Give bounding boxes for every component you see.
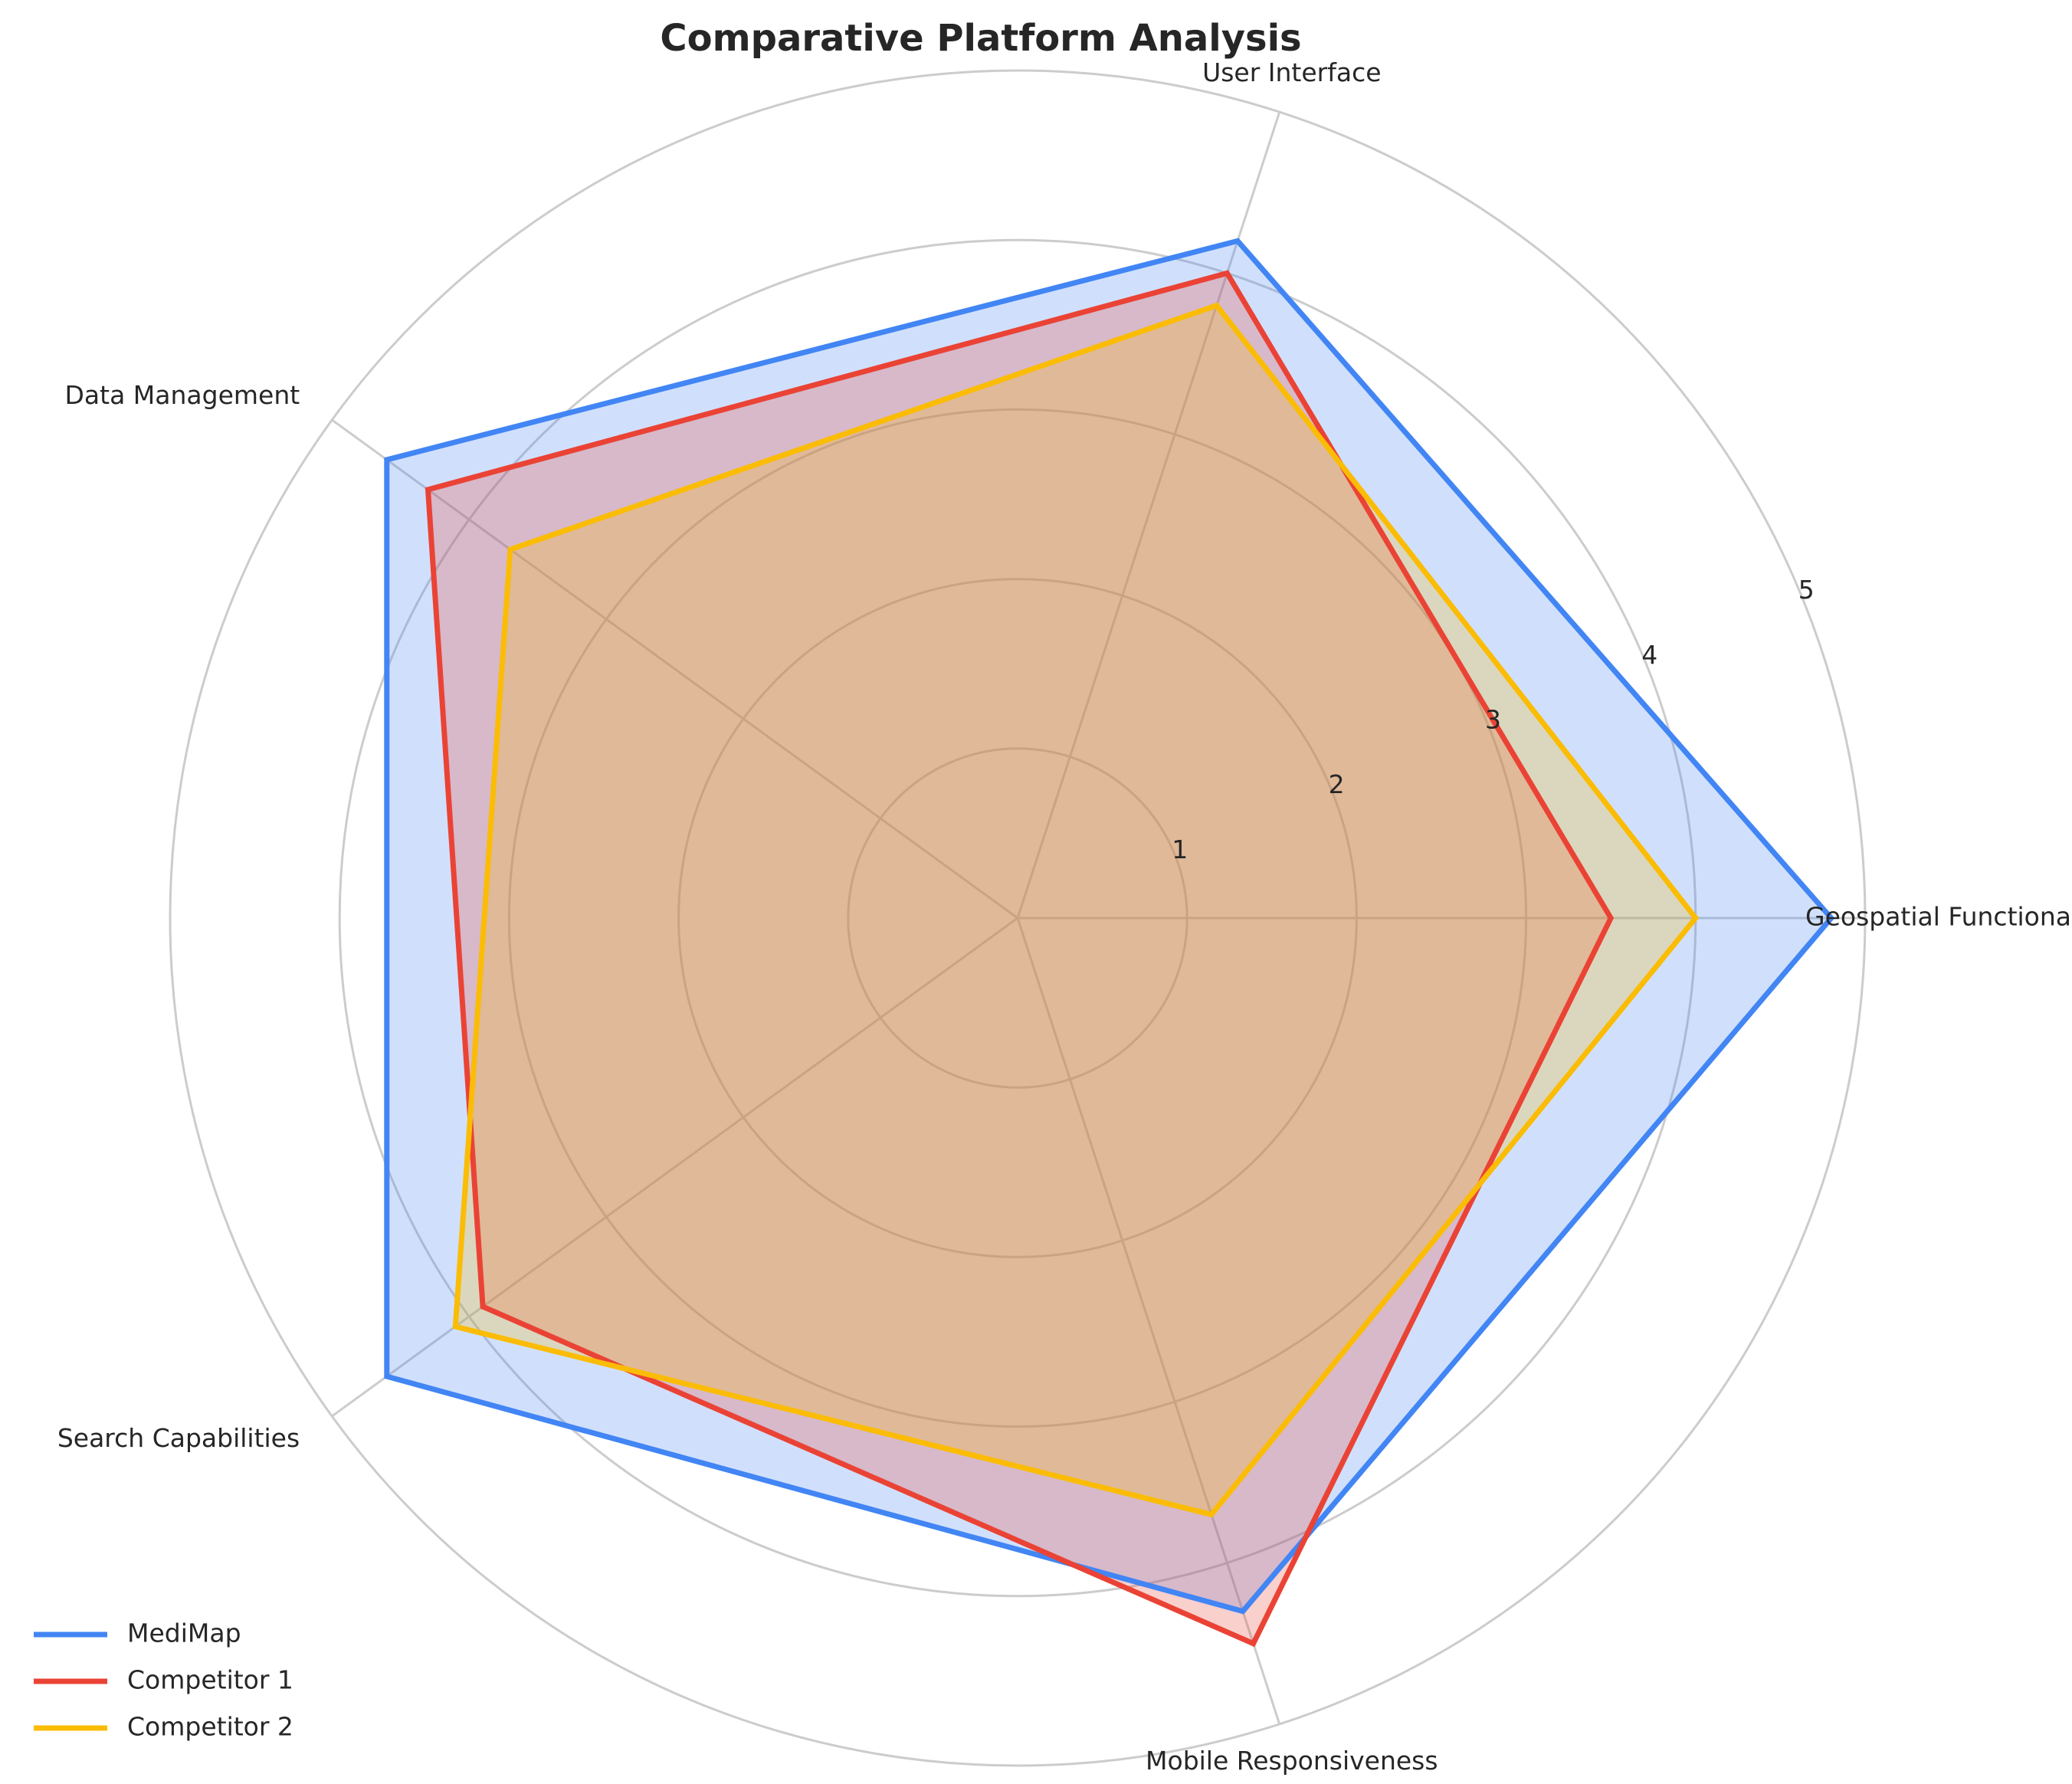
- legend-label-1: Competitor 1: [127, 1665, 293, 1695]
- series-fill-1: [428, 273, 1611, 1644]
- r-tick-label-1: 1: [1172, 835, 1188, 864]
- legend-label-0: MediMap: [127, 1618, 241, 1648]
- r-tick-label-4: 4: [1641, 640, 1657, 670]
- spoke-2: [331, 418, 1018, 920]
- category-label-2: Data Management: [65, 380, 300, 410]
- r-tick-label-2: 2: [1329, 769, 1345, 799]
- spoke-4: [1016, 917, 1281, 1725]
- series-line-1: [425, 270, 1615, 1648]
- series-fill-2: [455, 305, 1696, 1515]
- r-tick-label-5: 5: [1798, 575, 1815, 605]
- category-label-4: Mobile Responsiveness: [1146, 1746, 1438, 1776]
- series-line-2: [452, 302, 1700, 1518]
- tick-layer: 1 2 3 4 5: [1172, 575, 1814, 864]
- spoke-3: [331, 917, 1018, 1418]
- series-layer: [384, 238, 1835, 1648]
- series-line-0: [384, 238, 1835, 1615]
- category-label-3: Search Capabilities: [57, 1423, 300, 1453]
- legend: MediMap Competitor 1 Competitor 2: [34, 1618, 293, 1742]
- series-fill-0: [386, 241, 1831, 1612]
- r-tick-label-3: 3: [1485, 705, 1501, 735]
- category-label-layer: Geospatial Functionality User Interface Da…: [57, 57, 2072, 1776]
- category-label-1: User Interface: [1202, 57, 1381, 87]
- category-label-0: Geospatial Functionality: [1805, 902, 2072, 932]
- chart-title: Comparative Platform Analysis: [660, 17, 1301, 60]
- legend-label-2: Competitor 2: [127, 1712, 293, 1742]
- spoke-1: [1016, 111, 1281, 919]
